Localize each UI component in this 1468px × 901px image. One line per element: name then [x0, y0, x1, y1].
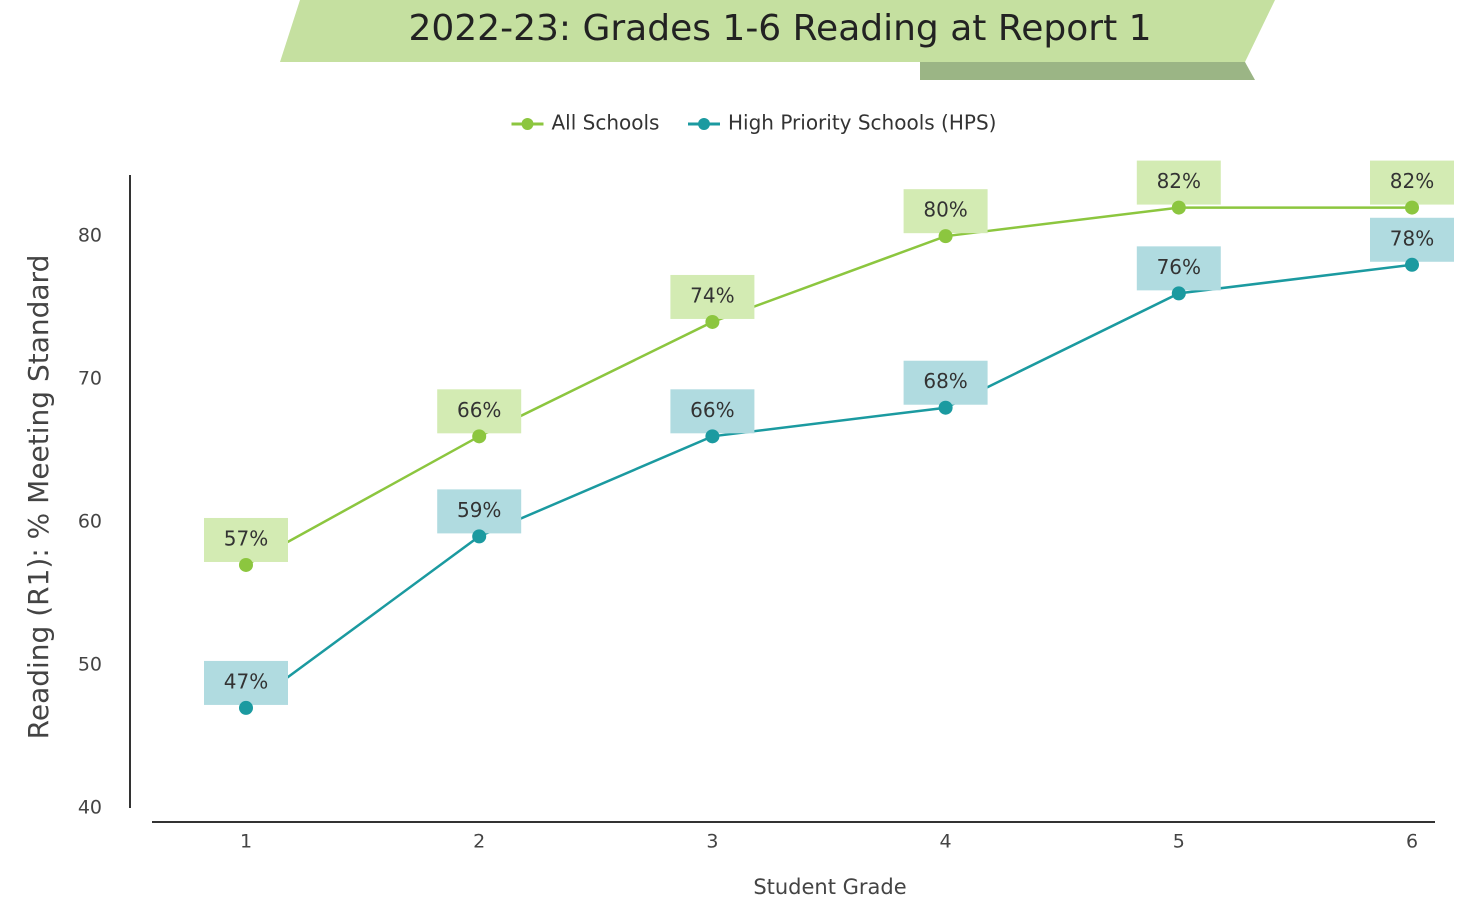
data-point [1405, 200, 1419, 215]
value-label: 74% [690, 283, 734, 307]
x-tick-label: 4 [940, 831, 952, 853]
series-line [245, 206, 1412, 567]
legend-marker [521, 118, 534, 130]
title-banner-fold [920, 62, 1255, 80]
data-point [239, 557, 253, 572]
value-label: 59% [457, 498, 501, 522]
value-label-box [903, 189, 988, 234]
x-tick-label: 1 [240, 831, 252, 853]
data-point [938, 400, 953, 415]
value-label: 68% [923, 369, 967, 393]
data-point [1405, 257, 1419, 272]
value-label: 82% [1157, 169, 1201, 193]
value-label-box [437, 489, 522, 534]
value-label-box [204, 517, 288, 562]
y-tick-label: 50 [78, 654, 102, 676]
x-tick-label: 3 [706, 831, 718, 853]
x-tick-label: 6 [1406, 831, 1418, 853]
data-point [1171, 200, 1186, 215]
value-label-box [903, 360, 988, 405]
y-tick-label: 70 [78, 368, 102, 390]
series-line [245, 263, 1413, 709]
value-label: 57% [224, 526, 268, 550]
value-label-box [1370, 160, 1454, 205]
value-label-box [204, 660, 288, 705]
value-label-box [670, 389, 755, 434]
chart-title: 2022-23: Grades 1-6 Reading at Report 1 [408, 8, 1151, 49]
value-label-box [1136, 246, 1221, 291]
x-tick-label: 5 [1173, 831, 1185, 853]
data-point [472, 529, 487, 544]
data-point [938, 229, 953, 244]
data-point [1171, 286, 1186, 301]
y-tick-label: 80 [78, 225, 102, 247]
value-label: 78% [1390, 226, 1434, 250]
value-label: 47% [224, 669, 268, 693]
data-point [472, 429, 487, 444]
value-label-box [1370, 217, 1454, 262]
y-axis-label: Reading (R1): % Meeting Standard [22, 255, 55, 740]
legend-label: All Schools [552, 111, 660, 135]
value-label: 76% [1157, 255, 1201, 279]
legend-marker [698, 118, 710, 130]
value-label: 80% [923, 198, 967, 222]
value-label: 82% [1390, 169, 1434, 193]
data-point [705, 314, 720, 329]
title-banner [280, 0, 1275, 62]
y-tick-label: 40 [78, 797, 102, 819]
value-label: 66% [457, 398, 501, 422]
x-tick-label: 2 [473, 831, 485, 853]
value-label-box [1136, 160, 1221, 205]
value-label: 66% [690, 398, 734, 422]
y-tick-label: 60 [78, 511, 102, 533]
data-point [239, 700, 253, 715]
value-label-box [437, 389, 522, 434]
x-axis-label: Student Grade [753, 875, 906, 899]
value-label-box [670, 274, 755, 319]
data-point [705, 429, 720, 444]
legend-label: High Priority Schools (HPS) [728, 111, 996, 135]
